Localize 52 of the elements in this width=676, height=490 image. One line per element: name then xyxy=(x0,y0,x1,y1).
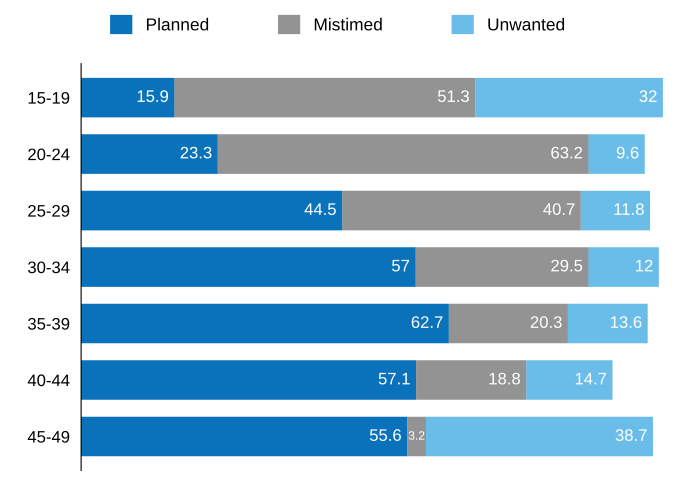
data-label: 32 xyxy=(639,90,657,102)
data-label: 40.7 xyxy=(543,203,574,216)
data-label: 57 xyxy=(392,260,410,272)
data-label: 12 xyxy=(636,260,652,272)
bar xyxy=(568,304,648,344)
y-tick-label: 45-49 xyxy=(28,430,70,443)
y-tick-label: 40-44 xyxy=(28,374,70,386)
data-label: 62.7 xyxy=(412,316,442,328)
y-tick-label: 30-34 xyxy=(28,261,70,274)
bar xyxy=(174,78,476,118)
data-label: 15.9 xyxy=(138,90,168,102)
bar xyxy=(426,416,653,456)
bar xyxy=(588,247,659,287)
data-label: 14.7 xyxy=(576,372,606,384)
bar xyxy=(81,134,218,174)
legend-label: Mistimed xyxy=(314,18,382,31)
data-label: 3.2 xyxy=(408,431,424,440)
data-label: 23.3 xyxy=(180,146,212,159)
data-label: 13.6 xyxy=(610,316,642,328)
data-label: 38.7 xyxy=(616,429,647,441)
bar xyxy=(81,78,174,118)
data-label: 29.5 xyxy=(551,260,582,272)
bar xyxy=(526,360,613,400)
data-label: 9.6 xyxy=(616,146,638,159)
y-tick-label: 35-39 xyxy=(28,318,70,330)
bar xyxy=(475,78,663,118)
data-label: 51.3 xyxy=(438,90,469,102)
bar xyxy=(81,304,449,344)
data-label: 20.3 xyxy=(530,316,562,328)
data-label: 57.1 xyxy=(378,372,410,384)
data-label: 55.6 xyxy=(370,429,401,441)
bar xyxy=(81,360,416,400)
bar xyxy=(416,360,526,400)
bar xyxy=(415,247,588,287)
bar xyxy=(342,190,581,230)
legend-label: Planned xyxy=(146,18,208,31)
legend-label: Unwanted xyxy=(488,18,564,31)
y-tick-label: 25-29 xyxy=(28,204,70,217)
bar xyxy=(81,247,416,287)
bar xyxy=(81,190,342,230)
y-tick-label: 20-24 xyxy=(28,148,70,160)
y-tick-label: 15-19 xyxy=(28,92,70,104)
data-label: 44.5 xyxy=(304,203,336,216)
bar xyxy=(81,416,408,456)
bar xyxy=(580,190,650,230)
data-label: 63.2 xyxy=(551,146,582,159)
bar xyxy=(588,134,645,174)
data-label: 18.8 xyxy=(490,372,520,384)
bar xyxy=(448,304,568,344)
bar xyxy=(407,416,426,456)
data-label: 11.8 xyxy=(614,203,644,216)
bar xyxy=(218,134,588,174)
